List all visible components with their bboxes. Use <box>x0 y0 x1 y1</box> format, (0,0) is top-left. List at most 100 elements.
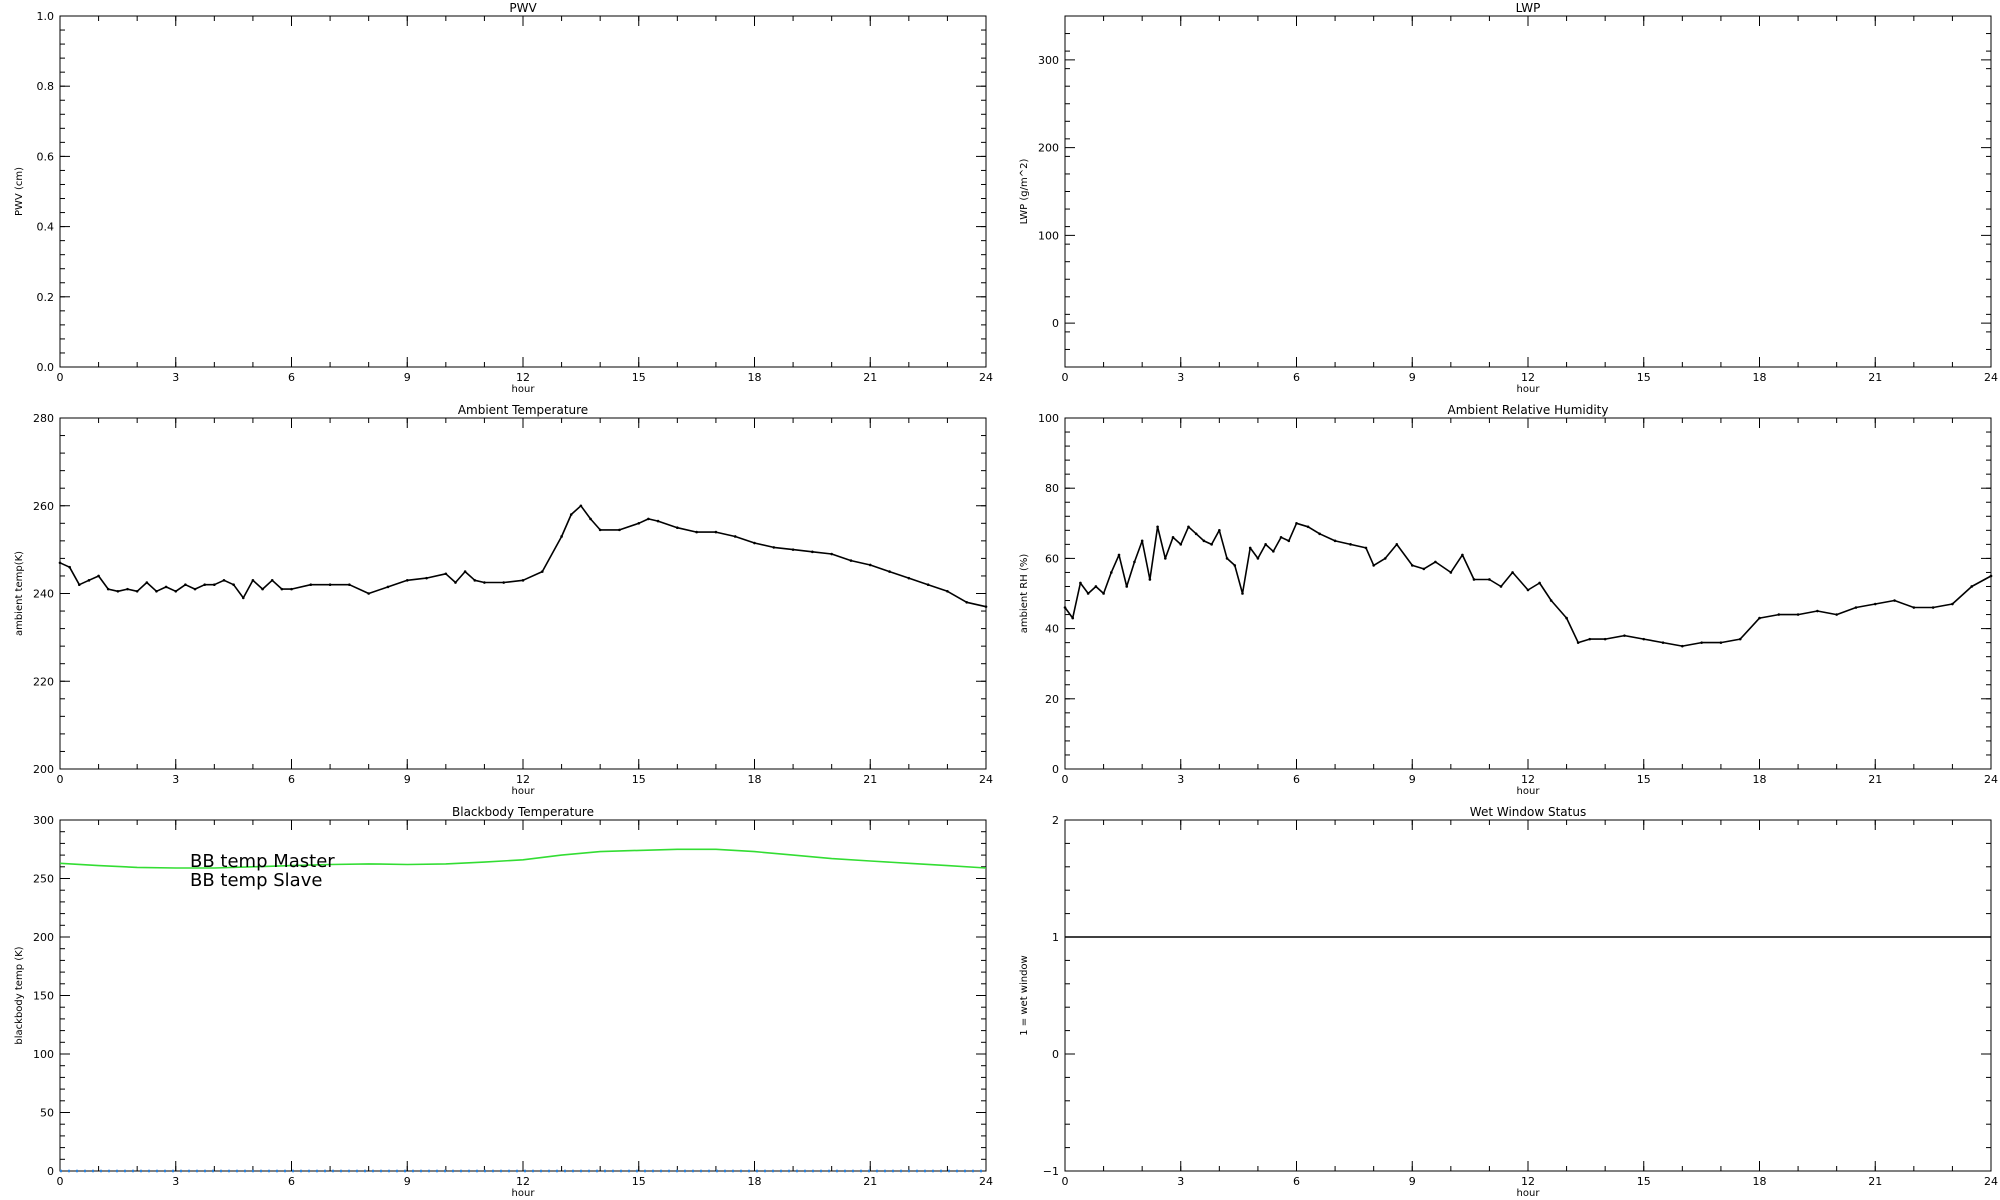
x-tick-label: 21 <box>863 1175 877 1188</box>
x-tick-label: 12 <box>516 1175 530 1188</box>
data-point <box>1171 536 1175 539</box>
data-point <box>1256 557 1260 560</box>
plot-frame <box>59 417 987 770</box>
data-point <box>1951 602 1954 606</box>
data-point <box>714 530 718 534</box>
x-tick-label: 6 <box>1293 773 1300 786</box>
x-tick-label: 18 <box>1753 1175 1767 1188</box>
y-tick-label: 260 <box>33 500 54 513</box>
x-tick-label: 0 <box>1062 371 1069 384</box>
x-tick-label: 21 <box>1868 773 1882 786</box>
data-point <box>1538 581 1541 585</box>
data-point <box>1410 564 1414 567</box>
x-tick-label: 24 <box>1984 773 1998 786</box>
data-point <box>1210 543 1213 546</box>
x-tick-label: 9 <box>1409 371 1416 384</box>
data-point <box>1318 532 1321 536</box>
x-tick-label: 3 <box>172 773 179 786</box>
data-point <box>1063 606 1067 609</box>
x-tick-label: 0 <box>57 1175 64 1188</box>
y-tick-label: 2 <box>1052 814 1059 827</box>
data-point <box>241 596 245 600</box>
chart-title: PWV <box>509 1 537 15</box>
plot-frame <box>1064 417 1992 770</box>
data-point <box>444 572 448 576</box>
chart-title: LWP <box>1516 1 1541 15</box>
data-point <box>830 552 833 556</box>
x-tick-label: 9 <box>404 773 411 786</box>
x-axis-label: hour <box>1517 786 1541 797</box>
data-point <box>213 583 216 587</box>
y-axis-label: PWV (cm) <box>14 167 25 216</box>
data-point <box>261 587 264 591</box>
data-point <box>1623 634 1626 637</box>
y-tick-label: 0.0 <box>37 361 55 374</box>
y-tick-label: 20 <box>1045 693 1059 706</box>
x-axis-label: hour <box>1517 1188 1541 1199</box>
data-point <box>280 587 284 591</box>
data-point <box>348 583 351 587</box>
x-axis-label: hour <box>512 1188 536 1199</box>
data-point <box>1264 543 1267 546</box>
data-point <box>270 579 274 582</box>
x-tick-label: 15 <box>1637 371 1651 384</box>
data-point <box>926 583 930 587</box>
data-point <box>1179 543 1183 546</box>
data-point <box>1758 616 1761 620</box>
plot-frame <box>1064 819 1992 1172</box>
data-point <box>1117 553 1121 557</box>
x-tick-label: 18 <box>748 773 762 786</box>
chart-panel-2: LWP 0 3 6 9 12 15 18 21 24 hour 0 100 200 300 LWP (g/m^… <box>1019 1 1998 395</box>
x-tick-label: 9 <box>404 371 411 384</box>
data-point <box>1461 553 1464 557</box>
data-point <box>203 583 206 587</box>
x-tick-label: 12 <box>1521 371 1535 384</box>
data-point <box>1333 539 1337 543</box>
data-point <box>656 519 660 523</box>
data-point <box>1989 574 1993 578</box>
x-tick-label: 9 <box>1409 1175 1416 1188</box>
y-tick-label: 300 <box>33 814 54 827</box>
data-point <box>1248 546 1252 550</box>
y-tick-label: 0 <box>1052 1048 1059 1061</box>
data-point <box>540 570 544 573</box>
data-point <box>579 504 583 508</box>
x-tick-label: 0 <box>57 371 64 384</box>
data-point <box>193 587 197 591</box>
x-tick-label: 6 <box>288 1175 295 1188</box>
data-point <box>106 587 110 591</box>
data-point <box>309 583 313 587</box>
x-tick-label: 18 <box>748 1175 762 1188</box>
data-point <box>1148 578 1152 581</box>
data-point <box>425 576 428 580</box>
x-tick-label: 6 <box>1293 1175 1300 1188</box>
data-point <box>116 590 120 593</box>
y-tick-label: 100 <box>1038 412 1059 425</box>
y-tick-label: 1.0 <box>37 10 55 23</box>
data-point <box>1233 564 1237 567</box>
data-point <box>1241 592 1244 595</box>
x-tick-label: 21 <box>1868 371 1882 384</box>
data-point <box>97 574 100 578</box>
y-tick-label: 0 <box>1052 317 1059 330</box>
data-point <box>1738 637 1742 641</box>
data-point <box>1372 564 1375 567</box>
y-tick-label: 300 <box>1038 54 1059 67</box>
x-tick-label: 3 <box>172 371 179 384</box>
data-point <box>647 517 650 521</box>
legend-label: BB temp Slave <box>190 870 322 891</box>
x-tick-label: 3 <box>172 1175 179 1188</box>
data-point <box>1796 613 1800 616</box>
data-point <box>473 579 477 582</box>
data-point <box>560 535 563 538</box>
data-point <box>1349 543 1352 546</box>
x-tick-label: 3 <box>1177 1175 1184 1188</box>
data-point <box>1071 616 1075 620</box>
data-point <box>1642 637 1646 641</box>
chart-title: Blackbody Temperature <box>452 805 594 819</box>
data-point <box>1295 522 1298 525</box>
data-point <box>1970 585 1974 588</box>
data-point <box>386 585 390 589</box>
data-point <box>1854 606 1858 609</box>
